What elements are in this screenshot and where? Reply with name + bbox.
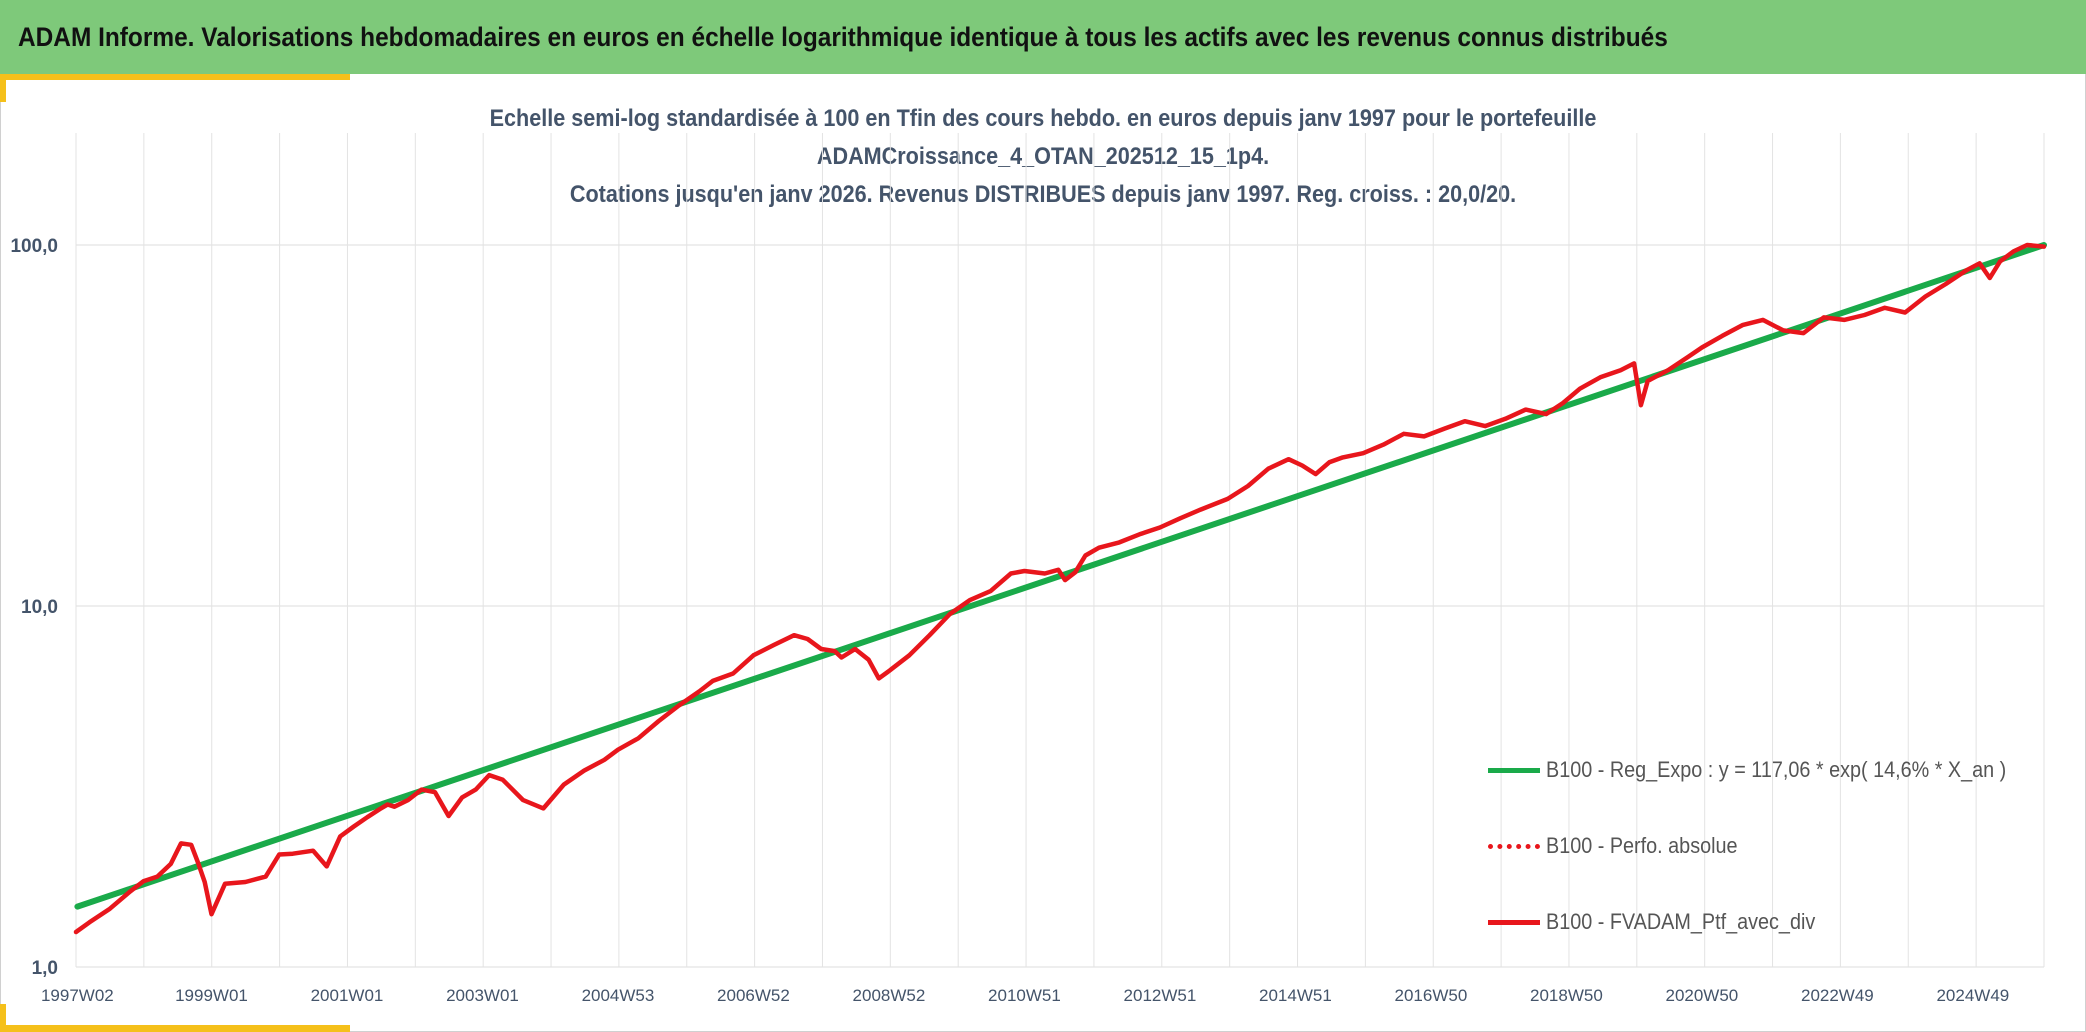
series-layer [73, 242, 2047, 935]
x-tick-label: 2018W50 [1530, 986, 1603, 1005]
axis-labels: 1,0 10,0 100,0 1997W02 1999W01 2001W01 2003W01… [10, 236, 2009, 1005]
y-tick-label: 100,0 [10, 236, 58, 257]
x-tick-label: 1997W02 [41, 986, 114, 1005]
x-tick-label: 2004W53 [582, 986, 655, 1005]
legend-swatch-perfo-absolue [1488, 843, 1540, 849]
legend-item-portfolio: B100 - FVADAM_Ptf_avec_div [1488, 902, 1845, 942]
x-tick-label: 1999W01 [175, 986, 248, 1005]
header-banner: ADAM Informe. Valorisations hebdomadaire… [0, 0, 2086, 74]
x-tick-label: 2008W52 [853, 986, 926, 1005]
chart-title: Echelle semi-log standardisée à 100 en T… [0, 100, 2086, 214]
legend-swatch-portfolio [1488, 919, 1540, 925]
corner-accent-top [0, 74, 350, 80]
legend-swatch-regression [1488, 767, 1540, 773]
legend-label-portfolio: B100 - FVADAM_Ptf_avec_div [1546, 909, 1816, 934]
x-tick-label: 2001W01 [311, 986, 384, 1005]
y-tick-label: 1,0 [32, 958, 58, 979]
banner-title: ADAM Informe. Valorisations hebdomadaire… [18, 21, 1668, 52]
corner-accent-top-left [0, 74, 6, 102]
chart-title-line-1: Echelle semi-log standardisée à 100 en T… [489, 105, 1597, 132]
grid-layer [75, 133, 2045, 968]
corner-accent-bottom [0, 1025, 350, 1032]
chart-legend: B100 - Reg_Expo : y = 117,06 * exp( 14,6… [1488, 728, 2068, 934]
corner-accent-bottom-left [0, 1004, 6, 1032]
y-tick-label: 10,0 [21, 597, 58, 618]
x-tick-label: 2014W51 [1259, 986, 1332, 1005]
legend-item-regression: B100 - Reg_Expo : y = 117,06 * exp( 14,6… [1488, 750, 2057, 790]
legend-label-regression: B100 - Reg_Expo : y = 117,06 * exp( 14,6… [1546, 757, 2007, 782]
x-tick-label: 2022W49 [1801, 986, 1874, 1005]
chart-title-line-2: ADAMCroissance_4_OTAN_202512_15_1p4. [816, 143, 1270, 170]
chart-title-line-3: Cotations jusqu'en janv 2026. Revenus DI… [569, 181, 1517, 208]
x-tick-label: 2010W51 [988, 986, 1061, 1005]
x-tick-label: 2024W49 [1936, 986, 2009, 1005]
legend-label-perfo-absolue: B100 - Perfo. absolue [1546, 833, 1738, 858]
x-tick-label: 2016W50 [1395, 986, 1468, 1005]
x-tick-label: 2020W50 [1665, 986, 1738, 1005]
x-tick-label: 2012W51 [1124, 986, 1197, 1005]
x-tick-label: 2003W01 [446, 986, 519, 1005]
x-tick-label: 2006W52 [717, 986, 790, 1005]
legend-item-perfo-absolue: B100 - Perfo. absolue [1488, 826, 1759, 866]
series-line-portfolio [73, 242, 2047, 935]
